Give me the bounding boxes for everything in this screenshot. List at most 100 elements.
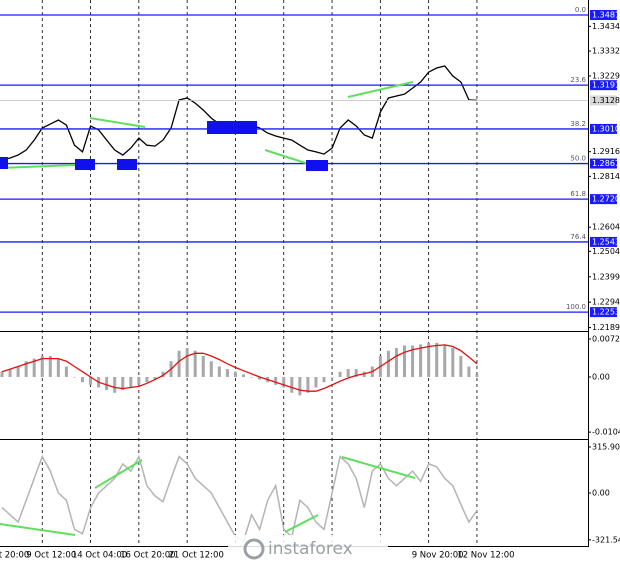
fib-level-label: 23.6 — [570, 76, 586, 84]
signal-line — [1, 344, 478, 392]
divergence-line — [0, 523, 76, 536]
fib-level-label: 61.8 — [570, 190, 586, 198]
y-tick-label: 1.3434 — [592, 22, 620, 31]
histogram-bar — [121, 376, 125, 391]
fib-price-label: 1.3481 — [592, 11, 620, 20]
histogram-bar — [56, 358, 60, 377]
histogram-bar — [443, 345, 447, 377]
histogram-bar — [314, 376, 318, 388]
histogram-bar — [338, 371, 342, 377]
histogram-bar — [105, 376, 109, 391]
fib-price-label: 1.2543 — [592, 237, 620, 246]
fib-level-label: 50.0 — [570, 155, 586, 163]
price-box — [590, 236, 617, 247]
histogram-bar — [185, 348, 189, 377]
histogram-bar — [354, 369, 358, 377]
histogram-bar — [177, 350, 181, 377]
x-tick-label: 12 Nov 12:00 — [457, 551, 514, 561]
y-tick-label: 1.2399 — [592, 272, 620, 281]
histogram-bar — [282, 376, 286, 388]
y-tick-label: 1.2504 — [592, 247, 620, 256]
zone-box — [117, 159, 137, 170]
histogram-bar — [290, 376, 294, 393]
zone-box — [75, 159, 95, 170]
fib-price-label: 1.3010 — [592, 124, 620, 133]
zone-box — [0, 157, 8, 169]
histogram-bar — [16, 366, 20, 377]
histogram-bar — [274, 376, 278, 385]
y-tick-label: 1.3229 — [592, 71, 620, 80]
y-tick-label: 1.2814 — [592, 172, 620, 181]
price-box — [590, 194, 617, 205]
watermark: instaforex — [228, 535, 388, 563]
fib-level-label: 0.0 — [575, 6, 586, 14]
histogram-bar — [411, 345, 415, 377]
histogram-bar — [153, 376, 157, 380]
x-tick-label: 9 Nov 20:00 — [412, 551, 464, 561]
y-tick-label: 1.2604 — [592, 223, 620, 232]
divergence-line — [94, 459, 143, 489]
histogram-bar — [258, 376, 262, 380]
histogram-bar — [32, 358, 36, 377]
y-tick-label: 1.2916 — [592, 147, 620, 156]
y-tick-label: 1.2294 — [592, 298, 620, 307]
histogram-bar — [475, 374, 479, 377]
histogram-bar — [459, 355, 463, 377]
histogram-bar — [64, 366, 68, 377]
histogram-bar — [48, 355, 52, 377]
x-tick-label: 14 Oct 04:00 — [72, 551, 127, 561]
histogram-bar — [89, 376, 93, 385]
histogram-bar — [8, 369, 12, 377]
zones — [0, 121, 328, 171]
histogram-bar — [193, 350, 197, 377]
price-box — [590, 10, 617, 20]
watermark-text: instaforex — [268, 539, 353, 559]
last-price-label: 1.3128 — [592, 96, 620, 105]
fib-price-label: 1.2867 — [592, 159, 620, 168]
histogram-bar — [346, 369, 350, 377]
histogram-bar — [394, 348, 398, 377]
zone-box — [306, 160, 328, 171]
histogram-bar — [217, 366, 221, 377]
zone-box — [207, 121, 257, 134]
histogram-bar — [129, 376, 133, 388]
y-tick-label: 1.3332 — [592, 47, 620, 56]
histogram-bar — [0, 371, 4, 377]
y-tick-label: -321.5477 — [592, 535, 620, 544]
divergence-line — [0, 164, 76, 169]
histogram-bar — [403, 345, 406, 377]
histogram-bar — [72, 376, 76, 378]
price-box — [590, 123, 617, 134]
y-tick-label: -0.01049 — [592, 428, 620, 437]
x-tick-label: 16 Oct 20:00 — [120, 551, 175, 561]
x-tick-label: t 20:00 — [0, 551, 29, 561]
histogram-bar — [24, 361, 28, 377]
y-tick-label: 1.2189 — [592, 323, 620, 332]
price-box — [590, 307, 617, 318]
histogram-bar — [225, 369, 229, 377]
histogram-bar — [386, 350, 390, 377]
fib-price-label: 1.2253 — [592, 308, 620, 317]
histogram-bar — [40, 355, 44, 377]
histogram-bar — [113, 376, 117, 393]
y-tick-label: 0.00 — [592, 488, 610, 497]
y-tick-label: 0.00723 — [592, 334, 620, 343]
divergence-line — [89, 117, 146, 128]
histogram-bar — [81, 376, 84, 383]
histogram-bar — [322, 376, 326, 383]
price-box — [590, 158, 617, 169]
histogram-bar — [419, 344, 423, 377]
histogram-bar — [451, 348, 455, 377]
divergence-line — [341, 456, 416, 479]
histogram-bar — [161, 371, 165, 377]
x-tick-label: 21 Oct 12:00 — [168, 551, 223, 561]
histogram-bar — [330, 376, 334, 378]
histogram-bar — [201, 355, 205, 377]
fib-price-label: 1.3191 — [592, 81, 620, 90]
fib-level-label: 38.2 — [570, 120, 586, 128]
y-tick-label: 0.00 — [592, 372, 610, 381]
divergence-line — [284, 514, 319, 533]
